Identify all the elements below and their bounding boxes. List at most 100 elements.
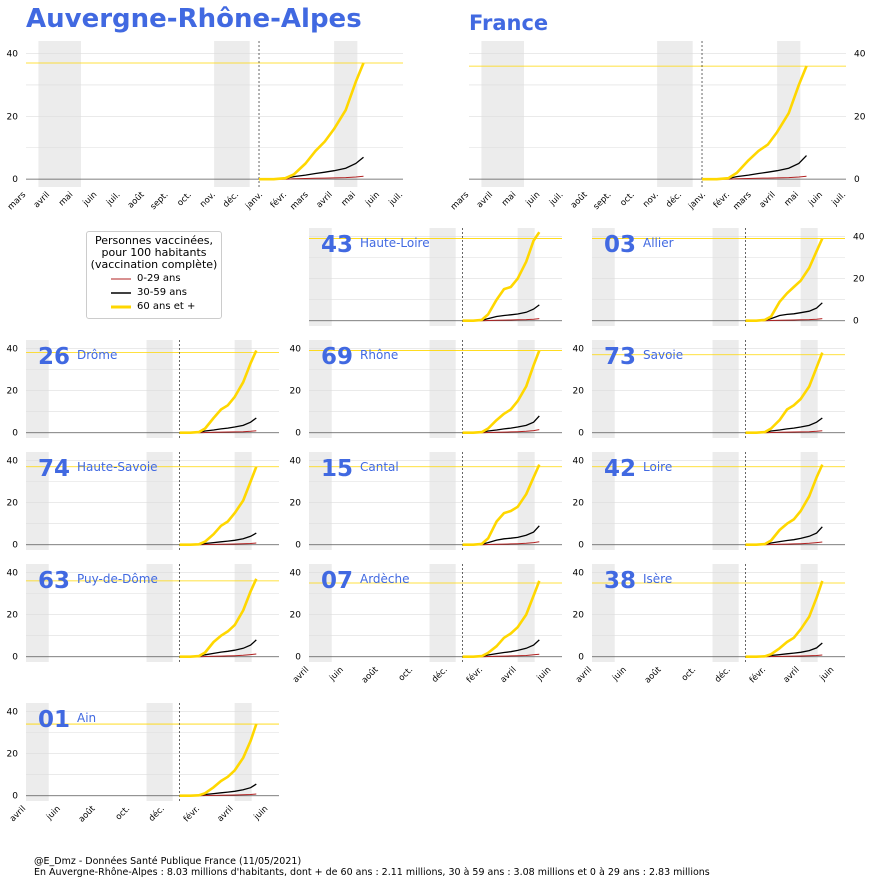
y-tick-label: 0 — [12, 175, 18, 185]
series-old — [745, 464, 824, 546]
department-code: 42 — [604, 456, 636, 482]
x-tick-label: janv. — [243, 190, 265, 212]
department-code: 26 — [38, 344, 70, 370]
panel-d73: 0 20 40 73 Savoie — [573, 340, 845, 439]
x-tick-label: mars — [731, 190, 754, 213]
lockdown-shade — [26, 564, 49, 662]
y-tick-label: 40 — [7, 344, 19, 354]
y-tick-label: 20 — [7, 611, 19, 621]
y-tick-label: 0 — [578, 653, 584, 663]
panel-d43: 43 Haute-Loire — [309, 228, 562, 326]
department-code: 03 — [604, 232, 636, 258]
y-tick-label: 20 — [854, 112, 866, 122]
x-tick-label: avril — [32, 190, 52, 210]
series-old — [702, 65, 808, 181]
series-old — [745, 352, 824, 434]
legend-title-line: pour 100 habitants — [101, 246, 207, 259]
y-tick-label: 20 — [7, 112, 19, 122]
y-tick-label: 0 — [853, 317, 859, 327]
y-tick-label: 40 — [290, 344, 302, 354]
panel-d26: 0 20 40 26 Drôme — [7, 340, 279, 439]
lockdown-shade — [429, 452, 456, 550]
lockdown-shade — [26, 340, 49, 438]
x-tick-label: avril — [8, 804, 28, 824]
legend-swatches — [111, 278, 131, 309]
x-tick-label: juin — [806, 190, 825, 209]
x-tick-label: févr. — [747, 664, 768, 685]
footer-source: @E_Dmz - Données Santé Publique France (… — [34, 856, 302, 867]
lockdown-shade — [657, 41, 693, 187]
panel-d01: 0 20 40 avril juin août oct. déc. févr. avril juin… — [7, 703, 279, 825]
lockdown-shade — [38, 41, 81, 187]
department-name: Ardèche — [360, 572, 410, 586]
y-tick-label: 40 — [573, 568, 585, 578]
y-tick-label: 20 — [7, 750, 19, 760]
series-old — [259, 62, 365, 181]
lockdown-shade — [26, 452, 49, 550]
department-code: 43 — [321, 232, 353, 258]
lockdown-shade — [592, 564, 615, 662]
lockdown-shade — [334, 41, 358, 187]
x-tick-label: avril — [574, 665, 594, 685]
lockdown-shade — [712, 452, 739, 550]
y-tick-label: 20 — [290, 499, 302, 509]
x-tick-label: déc. — [712, 664, 733, 685]
x-tick-label: oct. — [680, 665, 698, 683]
lockdown-shade — [146, 340, 173, 438]
x-tick-label: nov. — [641, 190, 661, 210]
x-tick-label: mai — [340, 190, 358, 208]
lockdown-shade — [429, 340, 456, 438]
y-tick-label: 20 — [573, 387, 585, 397]
x-tick-label: juin — [610, 665, 629, 684]
department-code: 15 — [321, 456, 353, 482]
series-old — [179, 578, 258, 658]
series-old — [179, 349, 258, 434]
y-tick-label: 20 — [7, 499, 19, 509]
lockdown-shade — [800, 228, 818, 326]
x-tick-label: juil. — [104, 190, 123, 209]
legend-title: Personnes vaccinées, pour 100 habitants … — [87, 235, 221, 271]
x-tick-label: avril — [291, 665, 311, 685]
lockdown-shade — [481, 41, 524, 187]
panel-d63: 0 20 40 63 Puy-de-Dôme — [7, 564, 279, 663]
y-tick-label: 0 — [12, 792, 18, 802]
y-tick-label: 40 — [290, 568, 302, 578]
department-name: Puy-de-Dôme — [77, 572, 158, 586]
x-tick-label: juil. — [547, 190, 566, 209]
lockdown-shade — [517, 452, 535, 550]
department-name: Isère — [643, 572, 672, 586]
legend-title-line: Personnes vaccinées, — [94, 234, 214, 247]
x-tick-label: juil. — [387, 190, 406, 209]
x-tick-label: sept. — [149, 190, 171, 212]
lockdown-shade — [146, 452, 173, 550]
panel-d74: 0 20 40 74 Haute-Savoie — [7, 452, 279, 551]
x-tick-label: nov. — [198, 190, 218, 210]
legend: Personnes vaccinées, pour 100 habitants … — [86, 231, 222, 319]
x-tick-label: déc. — [429, 664, 450, 685]
lockdown-shade — [429, 564, 456, 662]
x-tick-label: mars — [449, 190, 472, 213]
x-tick-label: juin — [81, 190, 100, 209]
y-tick-label: 0 — [295, 653, 301, 663]
series-old — [179, 466, 258, 546]
y-tick-label: 0 — [295, 541, 301, 551]
x-tick-label: juin — [524, 190, 543, 209]
y-tick-label: 0 — [12, 429, 18, 439]
x-tick-label: mai — [57, 190, 75, 208]
x-tick-label: août — [569, 190, 590, 211]
legend-title-line: (vaccination complète) — [90, 258, 218, 271]
department-code: 69 — [321, 344, 353, 370]
department-code: 73 — [604, 344, 636, 370]
department-name: Allier — [643, 236, 674, 250]
series-old — [179, 723, 258, 797]
panel-d07: 0 20 40 avril juin août oct. déc. févr. avril juin… — [290, 564, 562, 686]
y-tick-label: 0 — [578, 541, 584, 551]
x-tick-label: avril — [499, 665, 519, 685]
y-tick-label: 0 — [12, 653, 18, 663]
y-tick-label: 40 — [290, 456, 302, 466]
series-old — [462, 464, 541, 546]
lockdown-shade — [800, 452, 818, 550]
department-name: Savoie — [643, 348, 683, 362]
x-tick-label: juin — [44, 804, 63, 823]
